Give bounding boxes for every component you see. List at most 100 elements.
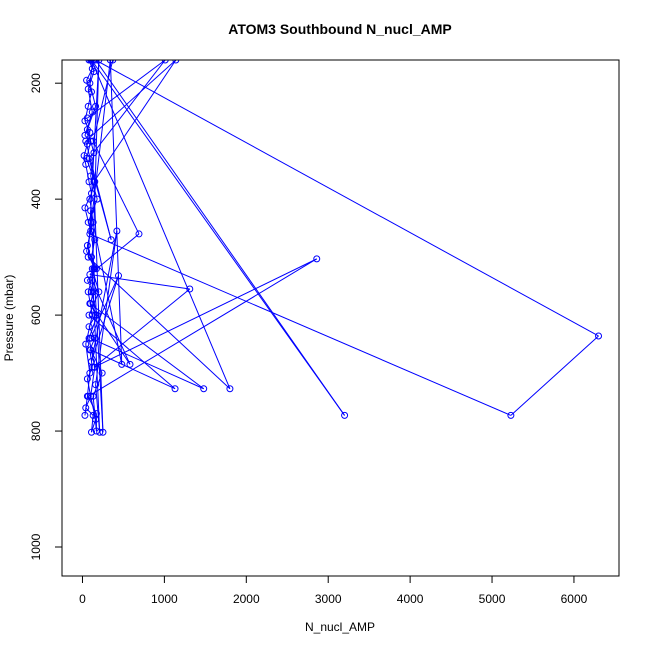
series-line-segment: [90, 210, 104, 433]
data-point: [200, 385, 208, 393]
data-point: [89, 218, 97, 226]
y-tick-label: 1000: [29, 533, 43, 560]
x-tick-label: 0: [79, 592, 86, 606]
data-point: [87, 207, 95, 215]
data-point: [115, 272, 123, 280]
data-point: [99, 428, 107, 436]
series-line-segment: [91, 419, 97, 433]
data-point: [86, 369, 94, 377]
data-point: [89, 137, 97, 145]
data-point: [83, 242, 91, 250]
y-axis: 200 400 600 800 1000: [29, 73, 63, 560]
data-point: [109, 60, 117, 64]
data-point: [172, 60, 180, 64]
series-line-segment: [93, 258, 317, 368]
data-point: [83, 114, 91, 122]
data-point: [92, 410, 100, 418]
series-line-segment: [90, 230, 118, 362]
data-point: [91, 236, 99, 244]
series-line-segment: [88, 314, 98, 339]
data-point: [595, 332, 603, 340]
series-line-segment: [85, 407, 94, 416]
data-point: [92, 427, 100, 435]
series-line-segment: [88, 60, 166, 159]
x-tick-label: 6000: [561, 592, 588, 606]
x-tick-label: 5000: [479, 592, 506, 606]
data-point: [84, 102, 92, 110]
data-point: [87, 227, 95, 235]
series-line-segment: [510, 335, 599, 416]
series-line-segment: [90, 367, 96, 397]
series-line-segment: [87, 258, 318, 397]
data-point: [341, 411, 349, 419]
data-point: [126, 360, 134, 368]
x-axis: 0 1000 2000 3000 4000 5000 6000: [79, 575, 588, 606]
data-point: [82, 340, 90, 348]
series-line-segment: [93, 60, 177, 183]
series-line-segment: [85, 60, 177, 142]
data-point: [90, 363, 98, 371]
data-point: [83, 276, 91, 284]
data-point: [88, 311, 96, 319]
data-point: [107, 236, 115, 244]
data-point: [87, 288, 95, 296]
x-tick-label: 1000: [151, 592, 178, 606]
data-point: [98, 369, 106, 377]
series-line-segment: [84, 106, 89, 121]
x-tick-label: 4000: [397, 592, 424, 606]
data-point: [171, 385, 179, 393]
series-line-segment: [89, 274, 190, 290]
series-line-segment: [91, 280, 131, 365]
data-point: [507, 411, 515, 419]
data-point: [87, 253, 95, 261]
data-point: [226, 385, 234, 393]
data-point: [87, 357, 95, 365]
data-point: [84, 392, 92, 400]
chart-title: ATOM3 Southbound N_nucl_AMP: [228, 21, 451, 37]
data-point: [83, 155, 91, 163]
series-line-segment: [92, 140, 140, 235]
y-tick-label: 400: [29, 189, 43, 209]
y-tick-label: 800: [29, 421, 43, 441]
data-point: [113, 227, 121, 235]
y-tick-label: 600: [29, 305, 43, 325]
data-point: [83, 126, 91, 134]
series-line-segment: [91, 275, 119, 362]
data-point: [186, 285, 194, 293]
series-line-segment: [87, 60, 166, 119]
series-line-segment: [95, 60, 346, 416]
plot-frame: [61, 59, 620, 577]
data-point: [87, 428, 95, 436]
data-point: [83, 375, 91, 383]
data-point: [313, 255, 321, 263]
series-line-segment: [95, 384, 101, 433]
data-point: [118, 360, 126, 368]
data-point: [89, 392, 97, 400]
data-point: [93, 195, 101, 203]
data-point: [87, 137, 95, 145]
series-line-segment: [89, 233, 512, 416]
data-point: [106, 60, 114, 64]
data-point: [88, 108, 96, 116]
data-point: [92, 102, 100, 110]
x-tick-label: 3000: [315, 592, 342, 606]
series-line-segment: [87, 256, 231, 390]
series-line-segment: [84, 112, 93, 136]
series-line-segment: [91, 60, 346, 416]
y-tick-label: 200: [29, 73, 43, 93]
series-line-segment: [91, 268, 101, 433]
data-point: [90, 178, 98, 186]
data-point: [92, 60, 100, 64]
data-point: [88, 265, 96, 273]
data-point: [87, 334, 95, 342]
series-line-segment: [91, 60, 100, 281]
series-line-segment: [90, 291, 94, 304]
data-point: [95, 288, 103, 296]
data-point: [85, 323, 93, 331]
data-point: [92, 381, 100, 389]
series-line-segment: [88, 181, 92, 194]
series-line-segment: [92, 396, 97, 432]
data-point: [86, 300, 94, 308]
x-tick-label: 2000: [233, 592, 260, 606]
x-axis-label: N_nucl_AMP: [305, 620, 375, 634]
